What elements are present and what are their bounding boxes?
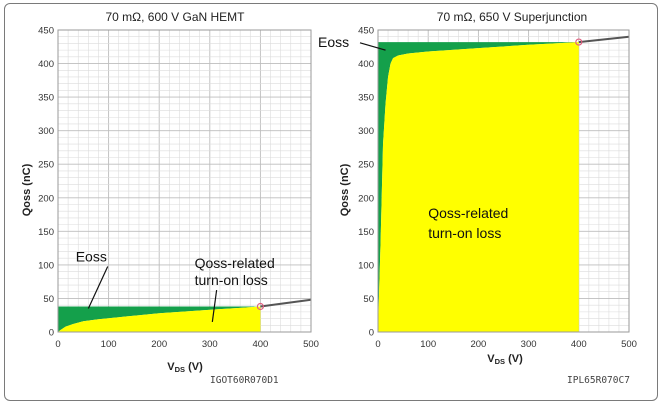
y-axis-label: Qoss (nC) (21, 163, 33, 216)
y-tick-label: 300 (38, 126, 54, 137)
y-tick-label: 350 (38, 93, 54, 104)
y-axis-label: Qoss (nC) (339, 163, 351, 216)
y-tick-label: 0 (369, 328, 374, 339)
chart-title: 70 mΩ, 600 V GaN HEMT (105, 10, 245, 24)
plot-area: 0 100 200 300 400 500 0 50 100 150 200 250 300 350 400… (358, 26, 637, 351)
annotation-label: Qoss-related (428, 205, 508, 221)
x-axis-label-sub: DS (495, 357, 505, 366)
y-tick-label: 150 (38, 227, 54, 238)
y-tick-label: 0 (49, 328, 54, 339)
y-tick-label: 400 (358, 59, 374, 70)
y-tick-label: 400 (38, 59, 54, 70)
superjunction-chart: 70 mΩ, 650 V Superjunction Qoss (nC) VDS… (318, 10, 637, 386)
qoss-turn-on-loss-area (378, 42, 579, 332)
x-tick-label: 0 (55, 339, 60, 350)
x-tick-label: 100 (420, 339, 436, 350)
y-tick-label: 450 (358, 26, 374, 37)
operating-point-marker (256, 302, 264, 311)
chart-title: 70 mΩ, 650 V Superjunction (437, 10, 587, 24)
x-tick-label: 500 (621, 339, 637, 350)
x-tick-label: 400 (252, 339, 268, 350)
qoss-turn-on-loss-area (58, 306, 261, 332)
x-tick-label: 500 (303, 339, 319, 350)
x-tick-label: 400 (571, 339, 587, 350)
y-tick-label: 200 (358, 193, 374, 204)
annotation-leader-line (87, 266, 109, 309)
x-axis-label: VDS (V) (167, 361, 203, 374)
x-axis-label: VDS (V) (487, 353, 523, 366)
y-tick-label: 100 (358, 260, 374, 271)
part-number: IGOT60R070D1 (210, 375, 279, 386)
gan-hemt-chart: 70 mΩ, 600 V GaN HEMT Qoss (nC) VDS (V) … (21, 10, 319, 386)
annotation-label: turn-on loss (428, 225, 501, 241)
x-axis-label-unit: (V) (185, 361, 203, 373)
x-axis-label-main: V (487, 353, 495, 365)
y-tick-label: 50 (363, 294, 374, 305)
y-tick-label: 300 (358, 126, 374, 137)
x-axis-label-main: V (167, 361, 175, 373)
annotation-leader-line (359, 42, 386, 51)
x-tick-label: 0 (375, 339, 380, 350)
x-tick-label: 300 (202, 339, 218, 350)
y-tick-label: 50 (43, 294, 54, 305)
annotation-label: Eoss (318, 34, 349, 50)
annotation-leader-line (211, 289, 218, 323)
y-tick-label: 100 (38, 260, 54, 271)
qoss-curve-extension (578, 35, 630, 44)
y-tick-label: 150 (358, 227, 374, 238)
annotation-label: Qoss-related (195, 255, 275, 271)
x-axis-label-sub: DS (175, 365, 185, 374)
annotation-label: Eoss (76, 249, 107, 265)
plot-background (58, 30, 311, 332)
x-tick-label: 100 (101, 339, 117, 350)
x-axis-label-unit: (V) (505, 353, 523, 365)
y-tick-label: 450 (38, 26, 54, 37)
axis-frame (57, 29, 312, 333)
operating-point-marker (575, 38, 583, 46)
y-tick-label: 200 (38, 193, 54, 204)
eoss-area (58, 306, 261, 332)
x-tick-label: 300 (521, 339, 537, 350)
annotation-label: turn-on loss (195, 272, 268, 288)
qoss-curve-extension (260, 298, 312, 308)
x-tick-label: 200 (470, 339, 486, 350)
y-tick-label: 250 (38, 160, 54, 171)
y-tick-label: 250 (358, 160, 374, 171)
x-tick-label: 200 (151, 339, 167, 350)
y-tick-label: 350 (358, 93, 374, 104)
part-number: IPL65R070C7 (567, 375, 630, 386)
plot-area: 0 100 200 300 400 500 0 50 100 150 200 250 300 350 400… (38, 26, 319, 351)
axis-frame (377, 29, 630, 333)
